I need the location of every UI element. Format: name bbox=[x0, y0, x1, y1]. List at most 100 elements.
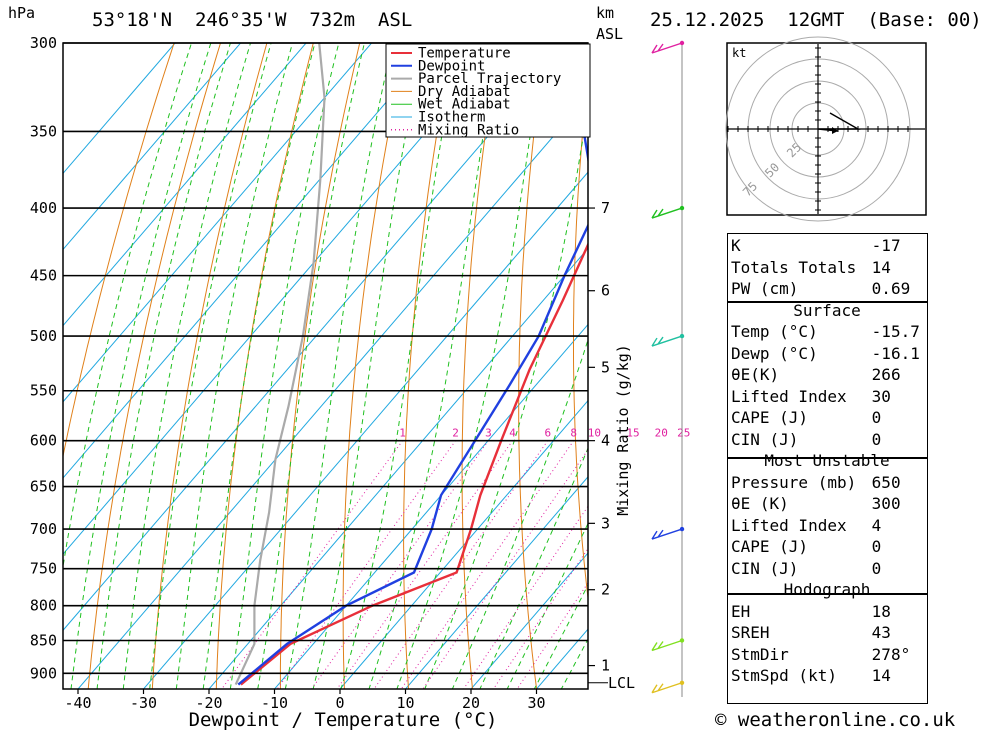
dry-adiabat-line bbox=[916, 24, 1000, 699]
mixing-ratio-value-label: 20 bbox=[655, 427, 668, 440]
li-value: 30 bbox=[871, 386, 891, 406]
wet-adiabat-line bbox=[340, 43, 460, 689]
dry-adiabat-line bbox=[87, 43, 222, 689]
mu-li-label: Lifted Index bbox=[731, 515, 847, 535]
mixing-ratio-value-label: 10 bbox=[588, 427, 601, 440]
wet-adiabat-line bbox=[122, 43, 252, 689]
wet-adiabat-line bbox=[70, 43, 212, 689]
wet-adiabat-line bbox=[396, 43, 546, 689]
indices-table: K -17 Totals Totals 14 PW (cm) 0.69 Surface… bbox=[727, 235, 927, 687]
pressure-tick-label: 550 bbox=[30, 382, 57, 400]
datetime-title: 25.12.2025 12GMT (Base: 00) bbox=[650, 9, 982, 31]
wind-barb-icon bbox=[651, 205, 685, 219]
mu-theta-e-label: θE (K) bbox=[731, 494, 789, 513]
wet-adiabat-line bbox=[63, 43, 193, 570]
legend-label: Temperature bbox=[418, 46, 511, 62]
mu-pressure-value: 650 bbox=[871, 472, 901, 492]
mixing-ratio-value-label: 25 bbox=[677, 427, 690, 440]
mixing-ratio-value-label: 6 bbox=[544, 427, 551, 440]
mu-cin-value: 0 bbox=[871, 558, 882, 578]
mu-cin-label: CIN (J) bbox=[731, 558, 799, 578]
height-unit-km: km bbox=[596, 4, 615, 22]
pressure-tick-label: 750 bbox=[30, 560, 57, 578]
pressure-tick-label: 600 bbox=[30, 432, 57, 450]
storm-motion-arrow-icon bbox=[832, 127, 838, 134]
temp-label: Temp (°C) bbox=[731, 322, 818, 341]
k-value: -17 bbox=[871, 236, 901, 255]
mixing-ratio-line bbox=[276, 440, 457, 689]
wind-barb-staff bbox=[651, 335, 683, 347]
wind-barb-icon bbox=[651, 40, 685, 54]
isotherm-line bbox=[142, 171, 588, 689]
cin-value: 0 bbox=[871, 429, 882, 449]
hodograph-index-box bbox=[727, 593, 928, 704]
wind-barb-staff bbox=[651, 639, 683, 652]
isotherm-line bbox=[339, 399, 588, 689]
wind-barb-staff bbox=[651, 682, 683, 694]
li-label: Lifted Index bbox=[731, 386, 847, 406]
dry-adiabat-line bbox=[518, 43, 546, 689]
pw-label: PW (cm) bbox=[731, 279, 799, 298]
km-tick-label: 6 bbox=[601, 282, 610, 300]
wet-adiabat-line bbox=[229, 43, 340, 689]
isotherm-line bbox=[63, 43, 242, 251]
mixing-ratio-labels: 1 2 3 4 6 8 10 15 20 25 bbox=[399, 427, 690, 440]
plot-frame bbox=[62, 42, 589, 690]
stmspd-value: 14 bbox=[871, 666, 891, 685]
km-tick-label: 1 bbox=[601, 657, 610, 675]
isotherm-line bbox=[63, 43, 373, 403]
legend-box bbox=[385, 43, 591, 138]
stmdir-value: 278° bbox=[871, 644, 911, 664]
mu-theta-e-value: 300 bbox=[871, 494, 901, 513]
pressure-tick-label: 350 bbox=[30, 122, 57, 140]
theta-e-label: θE(K) bbox=[731, 365, 780, 384]
dewp-value: -16.1 bbox=[871, 343, 920, 363]
legend-label: Parcel Trajectory bbox=[418, 71, 561, 87]
hodograph-unit-label: kt bbox=[732, 46, 746, 60]
wet-adiabat-line bbox=[424, 104, 588, 689]
tt-label: Totals Totals bbox=[731, 257, 857, 277]
dry-adiabat-line bbox=[151, 43, 268, 689]
location-title: 53°18'N 246°35'W 732m ASL bbox=[92, 9, 413, 31]
wind-barb-staff bbox=[651, 207, 683, 219]
x-tick-label: -10 bbox=[261, 694, 288, 712]
eh-value: 18 bbox=[871, 601, 891, 621]
km-tick-label: 5 bbox=[601, 358, 610, 376]
mu-title: Most Unstable bbox=[764, 451, 890, 470]
pressure-unit-label: hPa bbox=[8, 4, 36, 22]
hodo-title: Hodograph bbox=[783, 580, 871, 599]
wind-barb-staff bbox=[651, 42, 683, 54]
x-tick-label: -20 bbox=[195, 694, 222, 712]
dry-adiabat-line bbox=[461, 43, 500, 689]
isotherm-line bbox=[63, 43, 307, 327]
wet-adiabat-line bbox=[257, 43, 365, 689]
dry-adiabat-line bbox=[573, 72, 588, 603]
copyright-link[interactable]: © weatheronline.co.uk bbox=[715, 709, 956, 731]
isotherm-line bbox=[273, 323, 588, 689]
isotherm-line bbox=[470, 552, 588, 689]
km-tick-label: 7 bbox=[601, 199, 610, 217]
isotherm-line bbox=[63, 43, 438, 479]
stmdir-label: StmDir bbox=[731, 644, 789, 664]
wet-adiabat-line bbox=[368, 43, 500, 689]
km-tick-label: 3 bbox=[601, 514, 610, 532]
km-tick-label: 4 bbox=[601, 432, 610, 450]
wind-profile bbox=[651, 40, 685, 697]
dry-adiabat-line bbox=[342, 43, 407, 689]
pressure-tick-label: 800 bbox=[30, 597, 57, 615]
mu-cape-value: 0 bbox=[871, 537, 882, 556]
mixing-ratio-value-label: 2 bbox=[452, 427, 459, 440]
theta-e-value: 266 bbox=[871, 365, 901, 384]
legend-label: Dry Adiabat bbox=[418, 84, 511, 100]
wet-adiabat-line bbox=[175, 43, 294, 689]
x-axis-title: Dewpoint / Temperature (°C) bbox=[189, 709, 498, 731]
wind-barb-icon bbox=[651, 638, 685, 652]
mixing-ratio-value-label: 1 bbox=[399, 427, 406, 440]
cape-label: CAPE (J) bbox=[731, 408, 809, 427]
surface-title: Surface bbox=[793, 300, 861, 320]
wet-adiabat-line bbox=[284, 43, 394, 689]
wet-adiabat-line bbox=[149, 43, 272, 689]
